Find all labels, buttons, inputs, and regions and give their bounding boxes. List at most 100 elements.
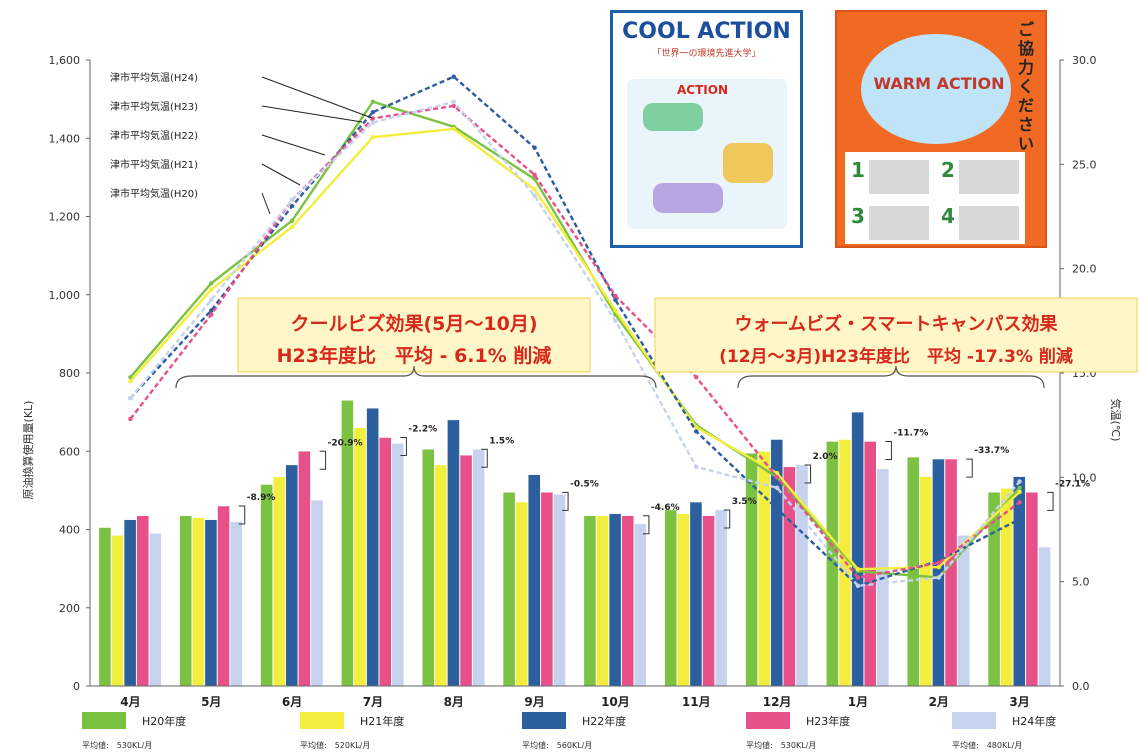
- bar-H20年度-10月: [583, 515, 597, 687]
- x-tick-label: 3月: [1009, 695, 1029, 709]
- temp-line-callout-label: 津市平均気温(H20): [110, 187, 198, 200]
- temp-point: [694, 464, 699, 470]
- temp-point: [128, 374, 133, 380]
- temp-line-津市平均気温(H22): [129, 75, 1021, 588]
- temp-point: [370, 109, 376, 115]
- pct-label: -4.6%: [651, 503, 680, 513]
- bar-H23年度-5月: [217, 505, 230, 687]
- temp-point: [370, 135, 376, 140]
- bar-H23年度-10月: [621, 515, 634, 687]
- bar-H20年度-9月: [502, 492, 516, 687]
- pct-label: -2.2%: [408, 425, 437, 435]
- temp-point: [1017, 479, 1022, 484]
- bar-H22年度-4月: [123, 519, 137, 687]
- bar-H20年度-4月: [98, 527, 112, 687]
- bar-H24年度-11月: [714, 509, 728, 687]
- bar-H21年度-12月: [757, 451, 771, 687]
- bar-H21年度-10月: [596, 515, 609, 687]
- bar-H22年度-6月: [285, 464, 298, 687]
- temp-point: [128, 395, 133, 401]
- legend-swatch: [300, 712, 344, 729]
- y-axis-left-label: 原油換算使用量(KL): [21, 401, 35, 500]
- temp-point: [451, 126, 456, 132]
- bar-H22年度-10月: [608, 513, 622, 687]
- temp-point: [289, 218, 295, 223]
- temp-point: [694, 374, 699, 380]
- y-right-tick-label: 30.0: [1072, 54, 1097, 67]
- warm-action-tips-panel: 1 2 3 4: [845, 152, 1025, 244]
- temp-line-callout-leader: [261, 134, 326, 156]
- temp-point: [370, 120, 376, 125]
- temp-line-津市平均気温(H21): [129, 127, 1021, 571]
- temp-line-callout-label: 津市平均気温(H23): [110, 100, 198, 113]
- bar-H24年度-10月: [634, 523, 647, 687]
- temp-line-callout-label: 津市平均気温(H24): [110, 71, 198, 84]
- temp-point: [289, 224, 295, 230]
- temp-line-callout-leader: [261, 192, 271, 215]
- cool-biz-brace: [175, 365, 657, 389]
- temp-point: [774, 485, 780, 490]
- x-tick-label: 4月: [120, 695, 140, 709]
- y-left-tick-label: 1,600: [49, 54, 81, 67]
- temp-line-callout-leader: [261, 163, 301, 186]
- legend-swatch: [952, 712, 996, 729]
- pct-bracket: [642, 515, 650, 535]
- cool-biz-banner: クールビズ効果(5月～10月) H23年度比 平均 - 6.1% 削減: [237, 297, 591, 373]
- y-right-tick-label: 10.0: [1072, 471, 1097, 484]
- bar-H22年度-9月: [528, 474, 541, 687]
- temp-point: [128, 379, 133, 384]
- cool-biz-banner-line2: H23年度比 平均 - 6.1% 削減: [277, 344, 552, 367]
- pct-bracket: [562, 491, 569, 511]
- tip-image-1: [869, 160, 929, 194]
- temp-point: [1017, 516, 1022, 522]
- bar-H21年度-7月: [353, 427, 367, 687]
- pct-label: 3.5%: [732, 497, 757, 507]
- bar-H24年度-5月: [229, 521, 243, 687]
- temp-point: [128, 416, 133, 422]
- warm-action-poster: WARM ACTION ご協力ください 1 2 3 4: [835, 10, 1047, 248]
- temp-point: [936, 564, 941, 570]
- x-tick-label: 7月: [363, 695, 383, 709]
- cool-action-subtitle: 「世界一の環境先進大学」: [652, 49, 761, 59]
- temp-point: [451, 99, 456, 104]
- y-right-tick-label: 20.0: [1072, 263, 1097, 276]
- legend-average: 平均値: 520KL/月: [300, 740, 370, 750]
- temp-point: [209, 281, 214, 286]
- temperature-callouts: 津市平均気温(H24) 津市平均気温(H23) 津市平均気温(H22) 津市平均気温(…: [110, 71, 373, 215]
- legend-swatch: [746, 712, 790, 729]
- y-left-tick-label: 800: [59, 367, 80, 380]
- chart-axes: 0 200 400 600 800 1,000 1,200 1,400 1,600 0.0 5.0 1…: [49, 54, 1097, 709]
- bar-H24年度-3月: [1038, 546, 1051, 687]
- temp-line-津市平均気温(H23): [129, 104, 1021, 579]
- temp-point: [1017, 500, 1022, 505]
- temp-point: [532, 172, 537, 177]
- bar-H24年度-2月: [957, 535, 970, 687]
- bar-H22年度-1月: [851, 411, 864, 687]
- cool-action-title: COOL ACTION: [622, 19, 791, 44]
- legend-label: H20年度: [142, 714, 186, 728]
- cool-action-poster: COOL ACTION 「世界一の環境先進大学」 ACTION: [610, 10, 803, 248]
- temp-point: [855, 575, 861, 580]
- x-tick-label: 10月: [601, 695, 630, 709]
- x-tick-label: 8月: [444, 695, 464, 709]
- bar-H24年度-8月: [472, 449, 485, 687]
- temp-line-callout-leader: [261, 76, 373, 119]
- bar-H22年度-5月: [204, 519, 218, 687]
- pct-label: -0.5%: [570, 479, 599, 489]
- bar-H24年度-4月: [149, 533, 162, 687]
- percent-annotations: -8.9% -20.9% -2.2% 1.5% -0.5% -4.6% 3.5% 2.0% -1…: [238, 425, 1090, 535]
- tip-number-2: 2: [941, 158, 955, 182]
- temp-line-callout-label: 津市平均気温(H22): [110, 129, 198, 142]
- bar-H23年度-9月: [540, 492, 554, 687]
- bar-H20年度-11月: [664, 509, 677, 687]
- bar-H24年度-6月: [310, 499, 324, 687]
- temp-point: [451, 74, 456, 79]
- x-tick-label: 12月: [763, 695, 792, 709]
- legend-swatch: [82, 712, 126, 729]
- warm-biz-banner-line2: (12月～3月)H23年度比 平均 -17.3% 削減: [719, 346, 1073, 367]
- temp-line-callout-label: 津市平均気温(H21): [110, 158, 198, 171]
- bar-H22年度-3月: [1013, 476, 1026, 687]
- tip-number-1: 1: [851, 158, 865, 182]
- y-left-tick-label: 600: [59, 445, 80, 458]
